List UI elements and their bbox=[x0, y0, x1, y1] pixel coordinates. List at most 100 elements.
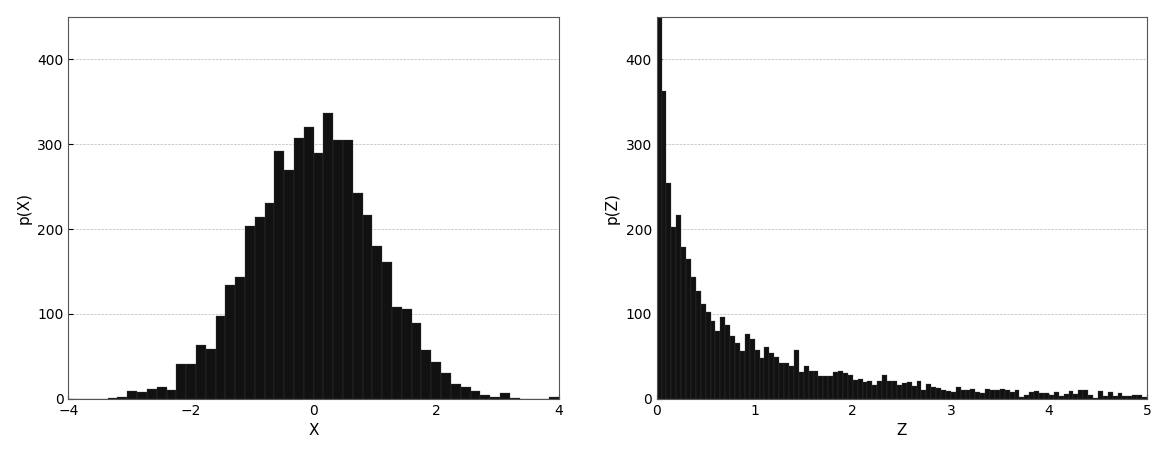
Bar bbox=[362, 215, 373, 399]
Bar bbox=[705, 312, 710, 399]
Bar bbox=[887, 381, 892, 399]
Bar bbox=[990, 389, 995, 399]
Bar bbox=[225, 285, 235, 399]
Bar bbox=[1078, 390, 1083, 399]
Bar bbox=[911, 386, 917, 399]
Bar bbox=[186, 364, 196, 399]
Bar bbox=[872, 385, 877, 399]
Bar bbox=[206, 349, 216, 399]
Bar bbox=[725, 325, 730, 399]
Bar bbox=[819, 376, 823, 399]
Bar bbox=[656, 0, 661, 399]
X-axis label: X: X bbox=[308, 423, 319, 438]
Bar bbox=[1029, 392, 1034, 399]
Bar bbox=[127, 391, 137, 399]
Bar bbox=[549, 397, 558, 399]
Bar bbox=[1142, 397, 1147, 399]
Bar bbox=[985, 389, 990, 399]
Bar bbox=[667, 183, 672, 399]
Bar bbox=[931, 387, 936, 399]
Bar bbox=[828, 376, 833, 399]
Bar bbox=[980, 393, 985, 399]
Bar bbox=[137, 392, 147, 399]
Bar bbox=[196, 344, 206, 399]
Bar bbox=[294, 138, 304, 399]
Bar bbox=[951, 392, 955, 399]
Bar bbox=[1054, 392, 1058, 399]
Bar bbox=[686, 259, 691, 399]
Bar bbox=[1015, 389, 1020, 399]
Bar bbox=[681, 247, 686, 399]
Bar bbox=[862, 382, 868, 399]
Bar bbox=[1138, 394, 1142, 399]
Bar bbox=[696, 291, 701, 399]
Bar bbox=[255, 217, 265, 399]
Bar bbox=[245, 226, 255, 399]
Bar bbox=[1004, 390, 1009, 399]
Bar bbox=[730, 336, 735, 399]
Bar bbox=[823, 376, 828, 399]
Bar bbox=[755, 349, 759, 399]
Bar bbox=[917, 381, 922, 399]
Bar bbox=[750, 339, 755, 399]
Bar bbox=[176, 364, 186, 399]
Bar bbox=[431, 362, 442, 399]
Bar bbox=[794, 349, 799, 399]
Bar bbox=[676, 215, 681, 399]
Bar bbox=[877, 381, 882, 399]
Bar bbox=[1132, 394, 1138, 399]
Bar bbox=[451, 384, 460, 399]
Bar bbox=[1009, 392, 1015, 399]
Bar bbox=[216, 316, 225, 399]
Bar bbox=[735, 343, 741, 399]
X-axis label: Z: Z bbox=[897, 423, 908, 438]
Bar bbox=[118, 397, 127, 399]
Bar bbox=[235, 278, 245, 399]
Bar bbox=[422, 350, 431, 399]
Bar bbox=[1044, 393, 1049, 399]
Bar bbox=[1040, 393, 1044, 399]
Bar bbox=[304, 127, 314, 399]
Bar bbox=[147, 389, 157, 399]
Bar bbox=[779, 363, 784, 399]
Bar bbox=[843, 374, 848, 399]
Bar bbox=[741, 351, 745, 399]
Bar bbox=[853, 380, 857, 399]
Bar bbox=[1118, 393, 1122, 399]
Bar bbox=[1103, 396, 1107, 399]
Bar bbox=[392, 307, 402, 399]
Bar bbox=[814, 371, 819, 399]
Bar bbox=[661, 91, 667, 399]
Bar bbox=[906, 382, 911, 399]
Bar bbox=[471, 391, 480, 399]
Bar bbox=[509, 398, 520, 399]
Bar bbox=[848, 375, 853, 399]
Bar bbox=[922, 389, 926, 399]
Bar bbox=[790, 366, 794, 399]
Bar bbox=[833, 372, 839, 399]
Bar bbox=[1020, 397, 1024, 399]
Bar bbox=[897, 385, 902, 399]
Bar bbox=[1098, 391, 1103, 399]
Bar bbox=[799, 372, 804, 399]
Bar bbox=[1107, 392, 1113, 399]
Bar bbox=[955, 387, 960, 399]
Bar bbox=[759, 358, 765, 399]
Bar bbox=[167, 390, 176, 399]
Bar bbox=[382, 262, 392, 399]
Bar bbox=[966, 390, 971, 399]
Bar bbox=[314, 153, 324, 399]
Bar bbox=[995, 389, 1000, 399]
Bar bbox=[716, 331, 721, 399]
Bar bbox=[774, 357, 779, 399]
Bar bbox=[784, 363, 790, 399]
Bar bbox=[274, 151, 284, 399]
Bar bbox=[808, 371, 814, 399]
Bar bbox=[1073, 394, 1078, 399]
Bar bbox=[1064, 394, 1069, 399]
Bar bbox=[770, 353, 774, 399]
Bar bbox=[1069, 391, 1073, 399]
Bar bbox=[868, 381, 872, 399]
Bar bbox=[936, 388, 941, 399]
Bar bbox=[1093, 398, 1098, 399]
